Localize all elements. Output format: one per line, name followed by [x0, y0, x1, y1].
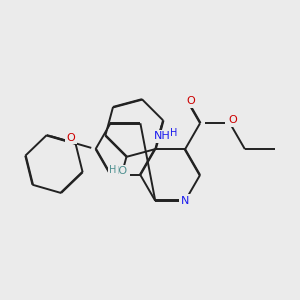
Text: O: O [186, 96, 195, 106]
Text: NH: NH [154, 131, 171, 141]
Text: HO: HO [111, 166, 128, 176]
Text: O: O [229, 115, 237, 125]
Text: H: H [109, 165, 117, 175]
Text: O: O [67, 133, 76, 142]
Text: N: N [181, 196, 189, 206]
Text: H: H [170, 128, 178, 138]
